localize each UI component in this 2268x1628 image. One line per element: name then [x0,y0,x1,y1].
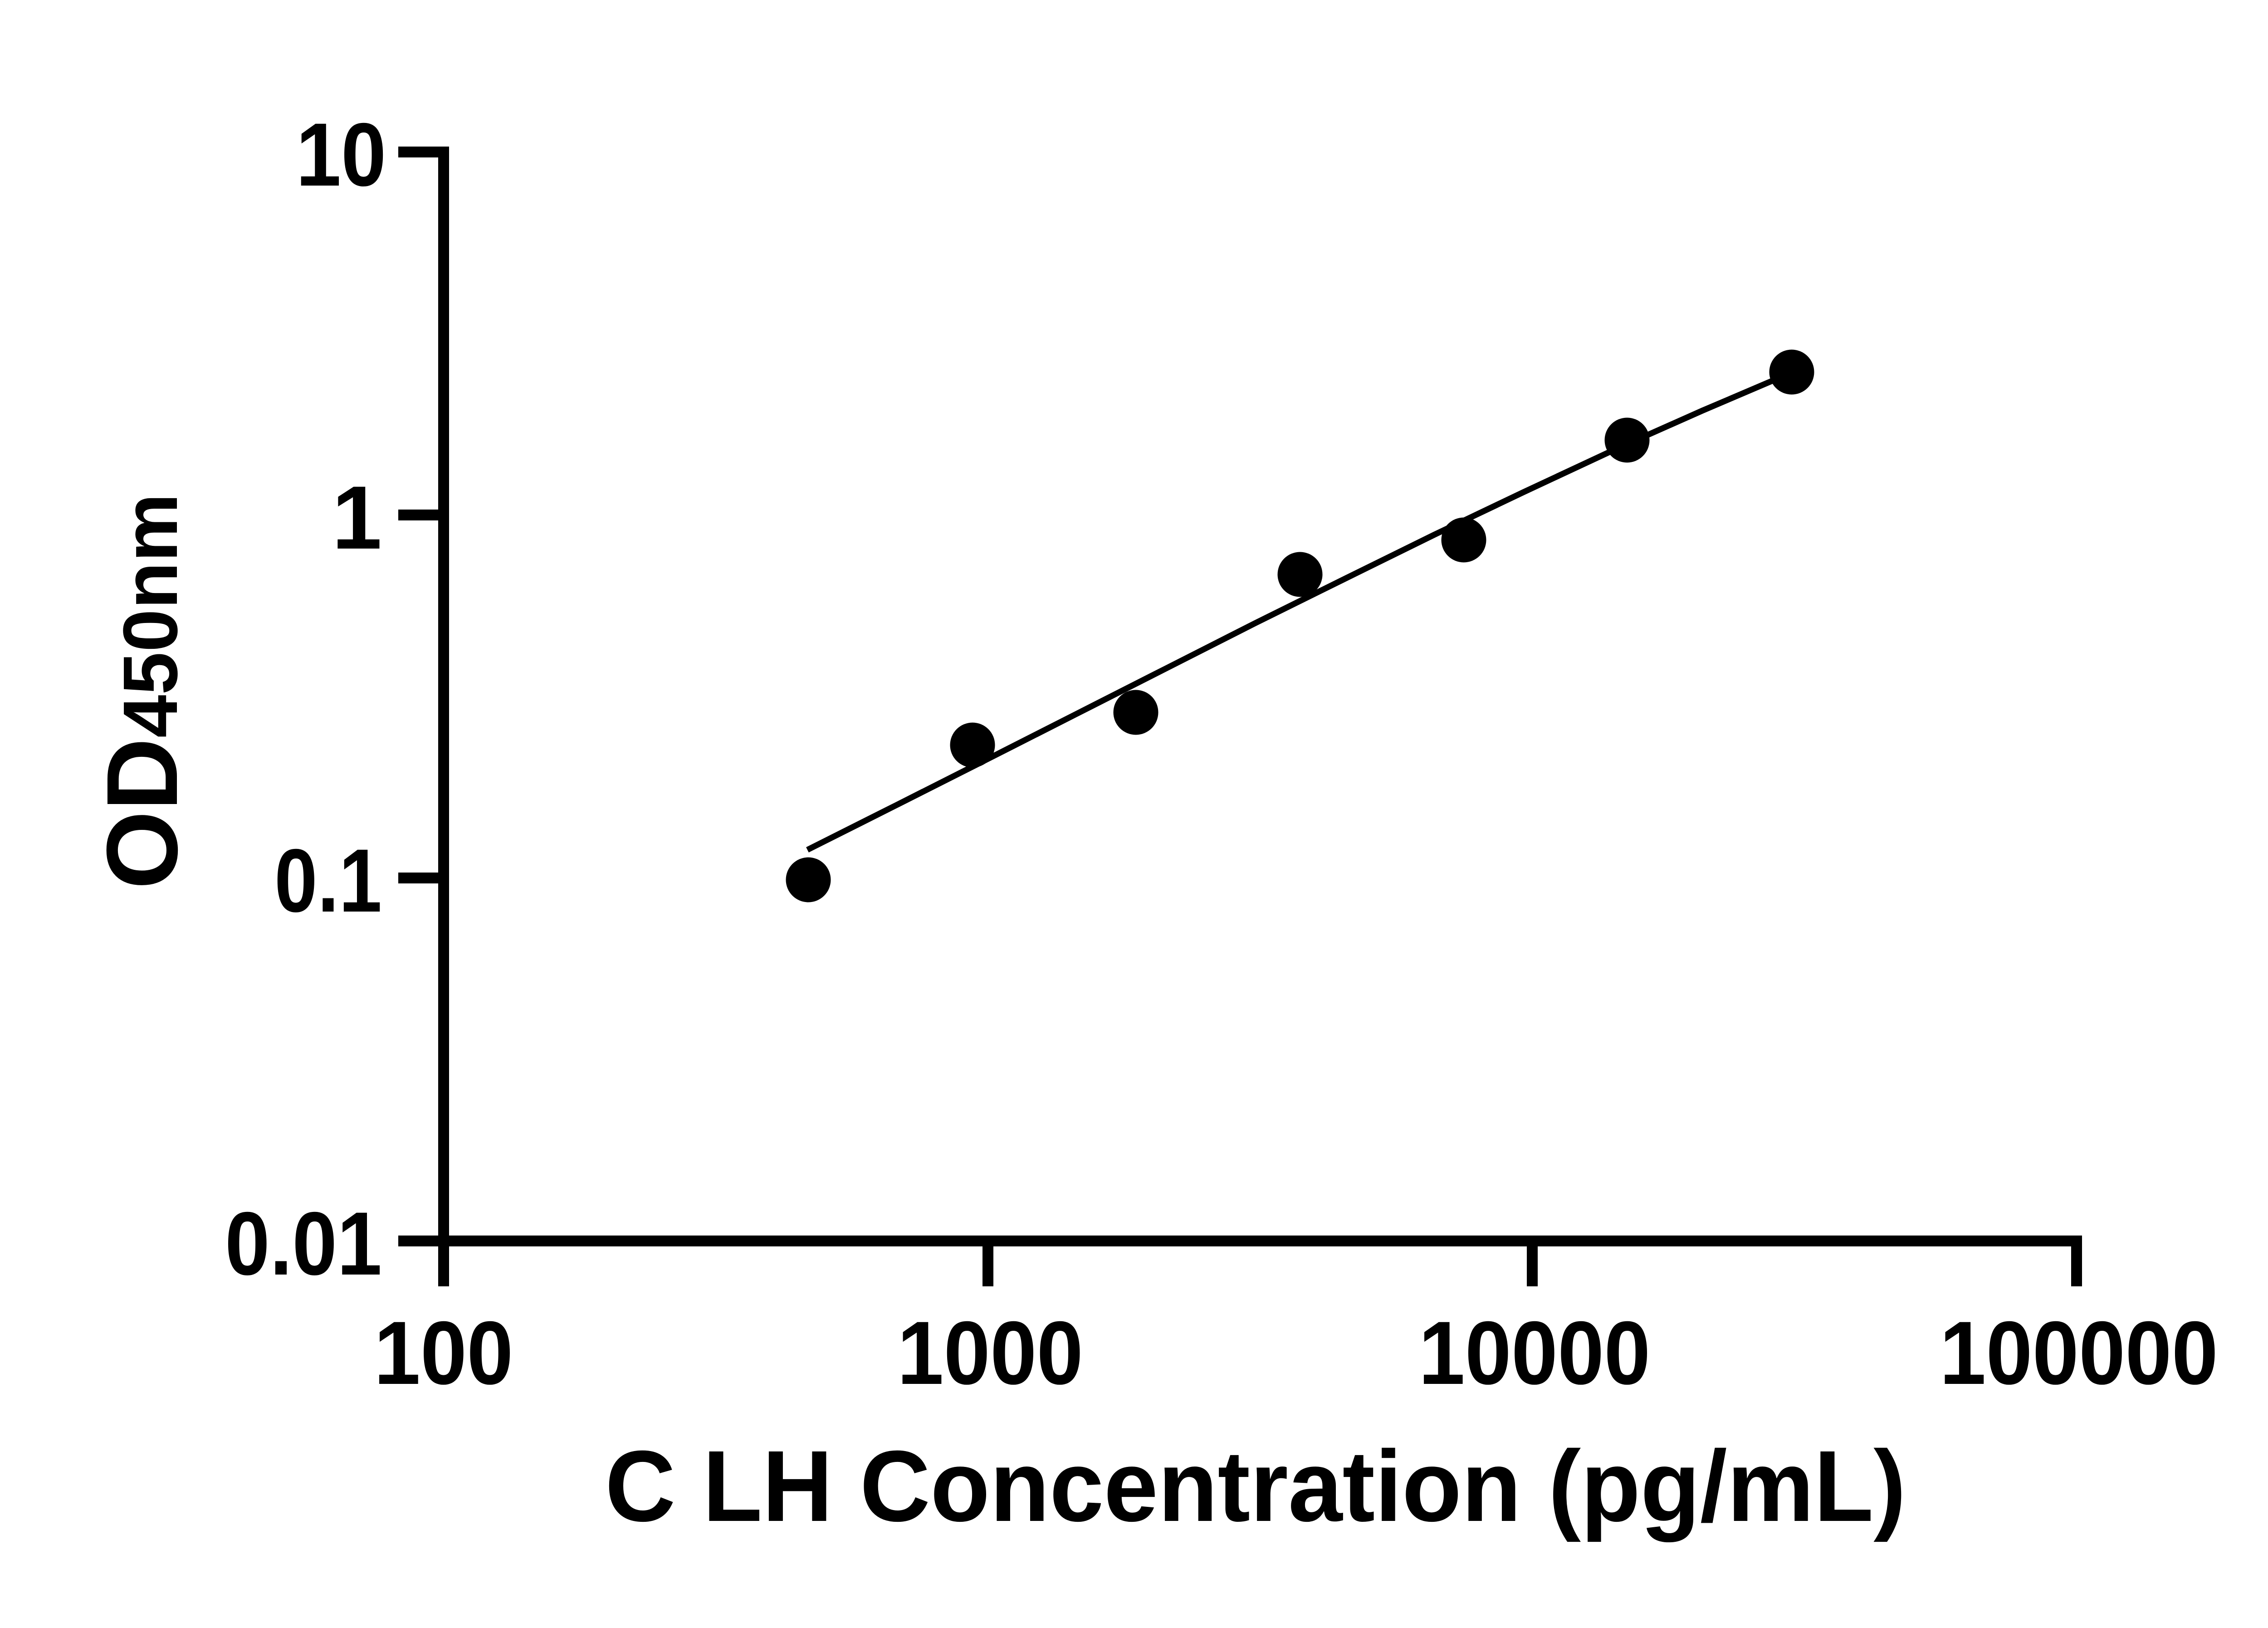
svg-text:100: 100 [374,1303,513,1403]
svg-text:C LH Concentration (pg/mL): C LH Concentration (pg/mL) [605,1430,1906,1543]
svg-text:450nm: 450nm [108,493,194,738]
svg-text:1000: 1000 [897,1303,1083,1403]
svg-text:OD: OD [86,738,199,889]
svg-text:0.1: 0.1 [274,830,382,931]
svg-text:1: 1 [332,467,382,568]
svg-text:10: 10 [296,104,386,205]
svg-text:10000: 10000 [1419,1303,1651,1403]
svg-text:0.01: 0.01 [225,1193,382,1294]
svg-text:100000: 100000 [1940,1303,2218,1403]
